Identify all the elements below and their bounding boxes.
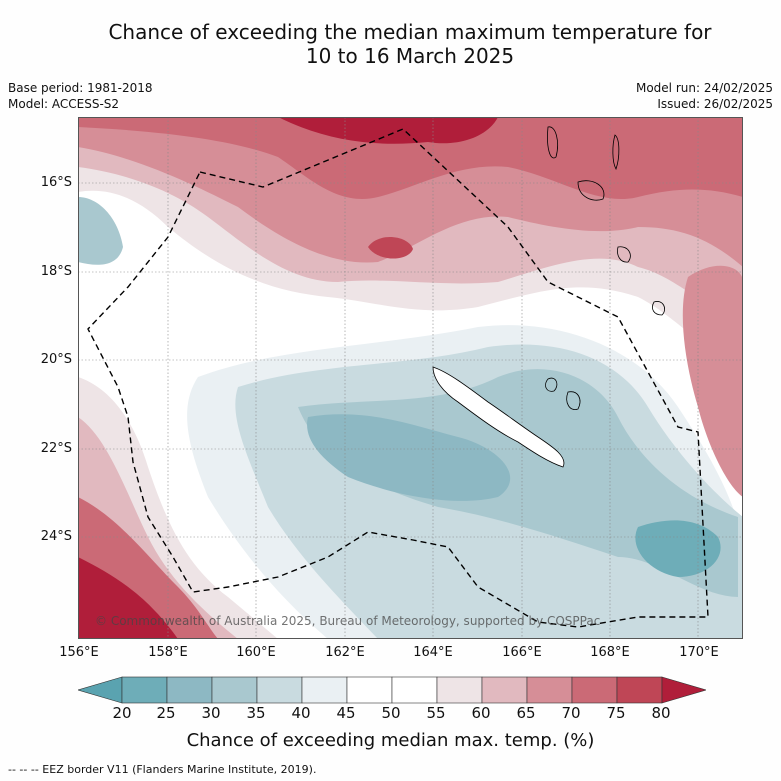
base-period: Base period: 1981-2018 (8, 81, 153, 95)
model-name: Model: ACCESS-S2 (8, 97, 120, 111)
warm-sw-80 (78, 557, 178, 639)
cool-band-20 (635, 520, 721, 577)
lat-label-24s: 24°S (40, 529, 72, 544)
colorbar-cell (481, 676, 528, 704)
island-loyalty-2 (566, 391, 581, 410)
colorbar-cell (166, 676, 213, 704)
colorbar-cell (391, 676, 438, 704)
cool-west (78, 197, 123, 265)
lon-label-166e: 166°E (502, 645, 542, 660)
cbar-tick-40: 40 (291, 704, 311, 722)
colorbar-cell (571, 676, 618, 704)
title-line-2: 10 to 16 March 2025 (305, 44, 515, 68)
lon-label-164e: 164°E (413, 645, 453, 660)
probability-map (78, 117, 743, 639)
cbar-tick-20: 20 (112, 704, 132, 722)
lat-label-16s: 16°S (40, 175, 72, 190)
island-vanuatu-4 (617, 246, 631, 263)
colorbar-cell (346, 676, 393, 704)
colorbar-title: Chance of exceeding median max. temp. (%… (186, 730, 595, 751)
island-vanuatu-1 (547, 126, 558, 159)
cbar-tick-70: 70 (561, 704, 581, 722)
island-vanuatu-2 (577, 180, 605, 201)
eez-legend-note: -- -- -- EEZ border V11 (Flanders Marine… (8, 763, 317, 776)
lat-label-20s: 20°S (40, 352, 72, 367)
island-new-caledonia (432, 366, 565, 468)
cbar-tick-30: 30 (201, 704, 221, 722)
lon-label-156e: 156°E (59, 645, 99, 660)
cbar-tick-60: 60 (471, 704, 491, 722)
colorbar-cell (256, 676, 303, 704)
colorbar-cell (436, 676, 483, 704)
cbar-tick-45: 45 (336, 704, 356, 722)
island-east (652, 301, 665, 316)
cbar-tick-65: 65 (516, 704, 536, 722)
cbar-tick-75: 75 (606, 704, 626, 722)
warm-band-80 (278, 117, 498, 144)
map-title: Chance of exceeding the median maximum t… (0, 20, 781, 68)
colorbar-cell (526, 676, 573, 704)
eez-border (87, 128, 709, 628)
cbar-tick-55: 55 (426, 704, 446, 722)
lon-label-170e: 170°E (679, 645, 719, 660)
model-run: Model run: 24/02/2025 (635, 81, 773, 95)
lon-label-158e: 158°E (148, 645, 188, 660)
colorbar-cell (211, 676, 258, 704)
lon-label-160e: 160°E (236, 645, 276, 660)
cbar-tick-35: 35 (246, 704, 266, 722)
lon-label-168e: 168°E (590, 645, 630, 660)
cbar-tick-50: 50 (381, 704, 401, 722)
colorbar-cell (301, 676, 348, 704)
run-info: Model run: 24/02/2025 Issued: 26/02/2025 (636, 80, 773, 112)
model-info: Base period: 1981-2018 Model: ACCESS-S2 (8, 80, 153, 112)
cbar-tick-25: 25 (156, 704, 176, 722)
colorbar-high-arrow (661, 676, 706, 704)
island-loyalty-1 (545, 377, 558, 392)
issued-date: Issued: 26/02/2025 (657, 97, 773, 111)
island-vanuatu-3 (612, 134, 620, 170)
lat-label-18s: 18°S (40, 264, 72, 279)
colorbar (78, 676, 706, 704)
cool-band-25 (307, 414, 511, 501)
warm-band-75 (78, 117, 743, 200)
lat-label-22s: 22°S (40, 441, 72, 456)
colorbar-cell (121, 676, 168, 704)
title-line-1: Chance of exceeding the median maximum t… (108, 20, 712, 44)
colorbar-low-arrow (78, 676, 123, 704)
warm-spot (368, 237, 413, 259)
lon-label-162e: 162°E (325, 645, 365, 660)
colorbar-cell (616, 676, 663, 704)
cbar-tick-80: 80 (651, 704, 671, 722)
copyright-credit: © Commonwealth of Australia 2025, Bureau… (95, 614, 601, 628)
